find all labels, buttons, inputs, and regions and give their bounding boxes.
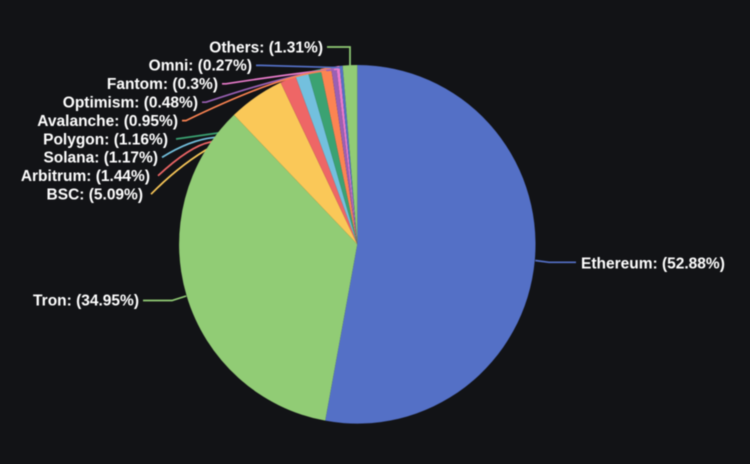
svg-text:BSC: (5.09%): BSC: (5.09%) xyxy=(47,187,143,204)
svg-text:Tron: (34.95%): Tron: (34.95%) xyxy=(33,292,139,309)
svg-text:Fantom: (0.3%): Fantom: (0.3%) xyxy=(107,76,218,93)
svg-text:Solana: (1.17%): Solana: (1.17%) xyxy=(43,150,158,167)
svg-text:Arbitrum: (1.44%): Arbitrum: (1.44%) xyxy=(21,168,150,185)
svg-text:Omni: (0.27%): Omni: (0.27%) xyxy=(149,58,252,75)
svg-text:Optimism: (0.48%): Optimism: (0.48%) xyxy=(63,95,198,112)
svg-text:Ethereum: (52.88%): Ethereum: (52.88%) xyxy=(581,255,725,272)
svg-text:Polygon: (1.16%): Polygon: (1.16%) xyxy=(43,131,168,148)
svg-text:Avalanche: (0.95%): Avalanche: (0.95%) xyxy=(37,113,178,130)
svg-text:Others: (1.31%): Others: (1.31%) xyxy=(209,39,323,56)
